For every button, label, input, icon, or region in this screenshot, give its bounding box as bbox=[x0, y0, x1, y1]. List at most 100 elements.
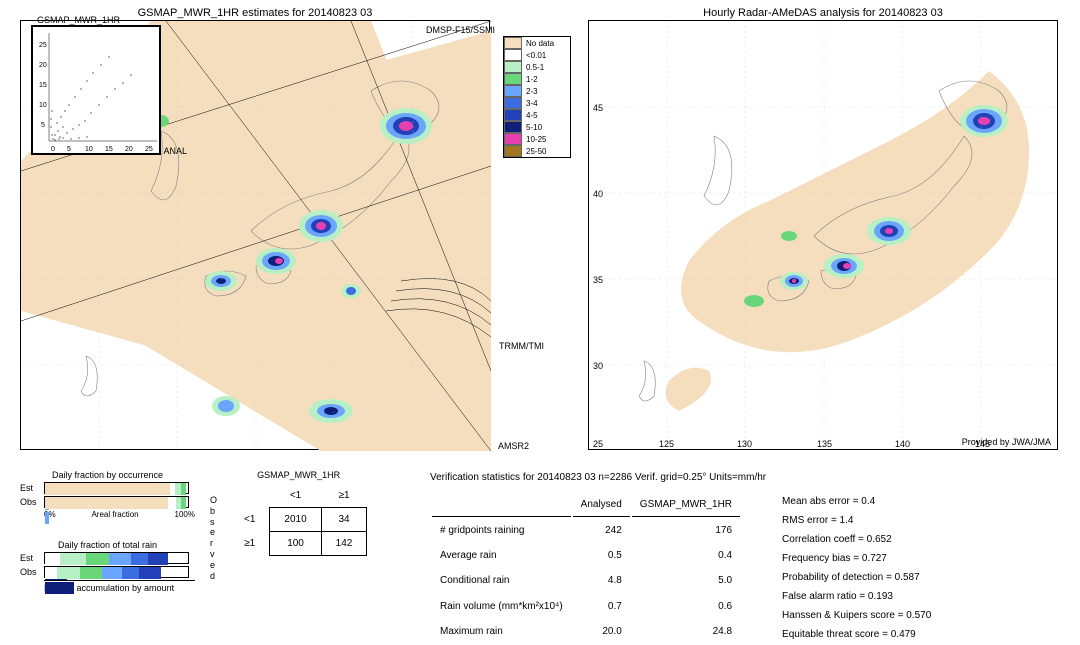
legend-swatch bbox=[504, 97, 522, 109]
legend-label: No data bbox=[522, 39, 554, 48]
legend-row: 1-2 bbox=[504, 73, 570, 85]
ct-01: 34 bbox=[321, 508, 367, 532]
scatter-inset: GSMAP_MWR_1HR 2520 1510 5 05 bbox=[31, 25, 161, 155]
verif-label: Rain volume (mm*km²x10⁴) bbox=[432, 595, 571, 618]
inset-scatter-svg: 2520 1510 5 05 1015 2025 bbox=[33, 27, 163, 157]
stacked-seg bbox=[45, 553, 60, 565]
score-label: False alarm ratio = 0.193 bbox=[774, 588, 939, 605]
verif-analysed: 0.5 bbox=[573, 544, 630, 567]
score-label: Correlation coeff = 0.652 bbox=[774, 531, 939, 548]
occ-axis-2: 100% bbox=[175, 510, 195, 519]
legend-row: 4-5 bbox=[504, 109, 570, 121]
contingency-title: GSMAP_MWR_1HR bbox=[230, 470, 367, 480]
hbar-label: Obs bbox=[20, 567, 44, 577]
stacked-seg bbox=[122, 567, 139, 579]
daily-occurrence-title: Daily fraction by occurrence bbox=[20, 470, 195, 480]
verif-row: # gridpoints raining242176 bbox=[432, 519, 740, 542]
hbar bbox=[44, 482, 189, 494]
stacked-seg bbox=[148, 553, 168, 565]
inset-xlabel: ANAL bbox=[163, 146, 187, 156]
score-label: Equitable threat score = 0.479 bbox=[774, 626, 939, 643]
stacked-seg bbox=[181, 483, 185, 495]
score-row: Probability of detection = 0.587 bbox=[774, 569, 939, 586]
hbar-label: Obs bbox=[20, 497, 44, 507]
stacked-seg bbox=[86, 553, 109, 565]
verif-row: Maximum rain20.024.8 bbox=[432, 620, 740, 643]
verif-model: 176 bbox=[632, 519, 740, 542]
score-row: Correlation coeff = 0.652 bbox=[774, 531, 939, 548]
legend-swatch bbox=[504, 109, 522, 121]
stacked-seg bbox=[102, 567, 122, 579]
ct-00: 2010 bbox=[270, 508, 321, 532]
hbar-label: Est bbox=[20, 553, 44, 563]
stacked-seg bbox=[45, 483, 170, 495]
legend-label: 25-50 bbox=[522, 147, 546, 156]
legend-swatch bbox=[504, 73, 522, 85]
legend-row: 25-50 bbox=[504, 145, 570, 157]
ct-rh0: <1 bbox=[230, 508, 270, 532]
svg-text:20: 20 bbox=[39, 62, 47, 69]
stacked-seg bbox=[131, 553, 148, 565]
svg-text:0: 0 bbox=[51, 146, 55, 153]
color-legend: No data<0.010.5-11-22-33-44-55-1010-2525… bbox=[503, 36, 571, 158]
score-row: RMS error = 1.4 bbox=[774, 512, 939, 529]
legend-swatch bbox=[504, 37, 522, 49]
svg-text:20: 20 bbox=[125, 146, 133, 153]
contingency-axis-label: Observed bbox=[210, 495, 217, 581]
legend-row: <0.01 bbox=[504, 49, 570, 61]
legend-label: 10-25 bbox=[522, 135, 546, 144]
verif-table: AnalysedGSMAP_MWR_1HR # gridpoints raini… bbox=[430, 491, 742, 645]
score-row: Equitable threat score = 0.479 bbox=[774, 626, 939, 643]
legend-swatch bbox=[504, 145, 522, 157]
ct-10: 100 bbox=[270, 532, 321, 556]
verif-label: # gridpoints raining bbox=[432, 519, 571, 542]
inset-title: GSMAP_MWR_1HR bbox=[37, 15, 120, 25]
legend-label: <0.01 bbox=[522, 51, 546, 60]
score-label: Hanssen & Kuipers score = 0.570 bbox=[774, 607, 939, 624]
legend-swatch bbox=[504, 121, 522, 133]
svg-text:30: 30 bbox=[593, 361, 603, 371]
stacked-seg bbox=[45, 582, 74, 594]
legend-swatch bbox=[504, 61, 522, 73]
svg-text:5: 5 bbox=[67, 146, 71, 153]
hbar-label: Est bbox=[20, 483, 44, 493]
svg-text:25: 25 bbox=[39, 42, 47, 49]
provider-credit: Provided by JWA/JMA bbox=[962, 437, 1051, 447]
hbar-row: Obs bbox=[20, 496, 195, 508]
verif-model: 5.0 bbox=[632, 569, 740, 592]
legend-row: 3-4 bbox=[504, 97, 570, 109]
score-label: Frequency bias = 0.727 bbox=[774, 550, 939, 567]
verif-analysed: 20.0 bbox=[573, 620, 630, 643]
stacked-seg bbox=[45, 497, 168, 509]
contingency-table: <1≥1 <1 2010 34 ≥1 100 142 bbox=[230, 484, 367, 556]
score-label: Probability of detection = 0.587 bbox=[774, 569, 939, 586]
verif-analysed: 0.7 bbox=[573, 595, 630, 618]
svg-text:140: 140 bbox=[895, 439, 910, 449]
svg-text:10: 10 bbox=[85, 146, 93, 153]
hbar-row: Est bbox=[20, 482, 195, 494]
verif-label: Average rain bbox=[432, 544, 571, 567]
stacked-seg bbox=[139, 567, 161, 579]
verif-label: Conditional rain bbox=[432, 569, 571, 592]
score-label: RMS error = 1.4 bbox=[774, 512, 939, 529]
ct-ch0: <1 bbox=[270, 484, 321, 508]
right-map-svg: 454035 3025 125130135 140145 bbox=[589, 21, 1059, 451]
stacked-seg bbox=[45, 567, 57, 579]
stacked-seg bbox=[109, 553, 131, 565]
score-row: Frequency bias = 0.727 bbox=[774, 550, 939, 567]
svg-text:35: 35 bbox=[593, 275, 603, 285]
legend-label: 5-10 bbox=[522, 123, 542, 132]
score-row: False alarm ratio = 0.193 bbox=[774, 588, 939, 605]
stacked-seg bbox=[168, 497, 175, 509]
legend-swatch bbox=[504, 49, 522, 61]
sat-label-amsr2: AMSR2 bbox=[498, 441, 529, 451]
score-row: Hanssen & Kuipers score = 0.570 bbox=[774, 607, 939, 624]
verif-label: Maximum rain bbox=[432, 620, 571, 643]
svg-text:135: 135 bbox=[817, 439, 832, 449]
occ-axis-1: Areal fraction bbox=[91, 510, 138, 519]
legend-row: 5-10 bbox=[504, 121, 570, 133]
sat-label-tmi: TRMM/TMI bbox=[499, 341, 544, 351]
verif-analysed: 4.8 bbox=[573, 569, 630, 592]
verif-header: Verification statistics for 20140823 03 … bbox=[430, 470, 1060, 485]
hbar bbox=[44, 552, 189, 564]
